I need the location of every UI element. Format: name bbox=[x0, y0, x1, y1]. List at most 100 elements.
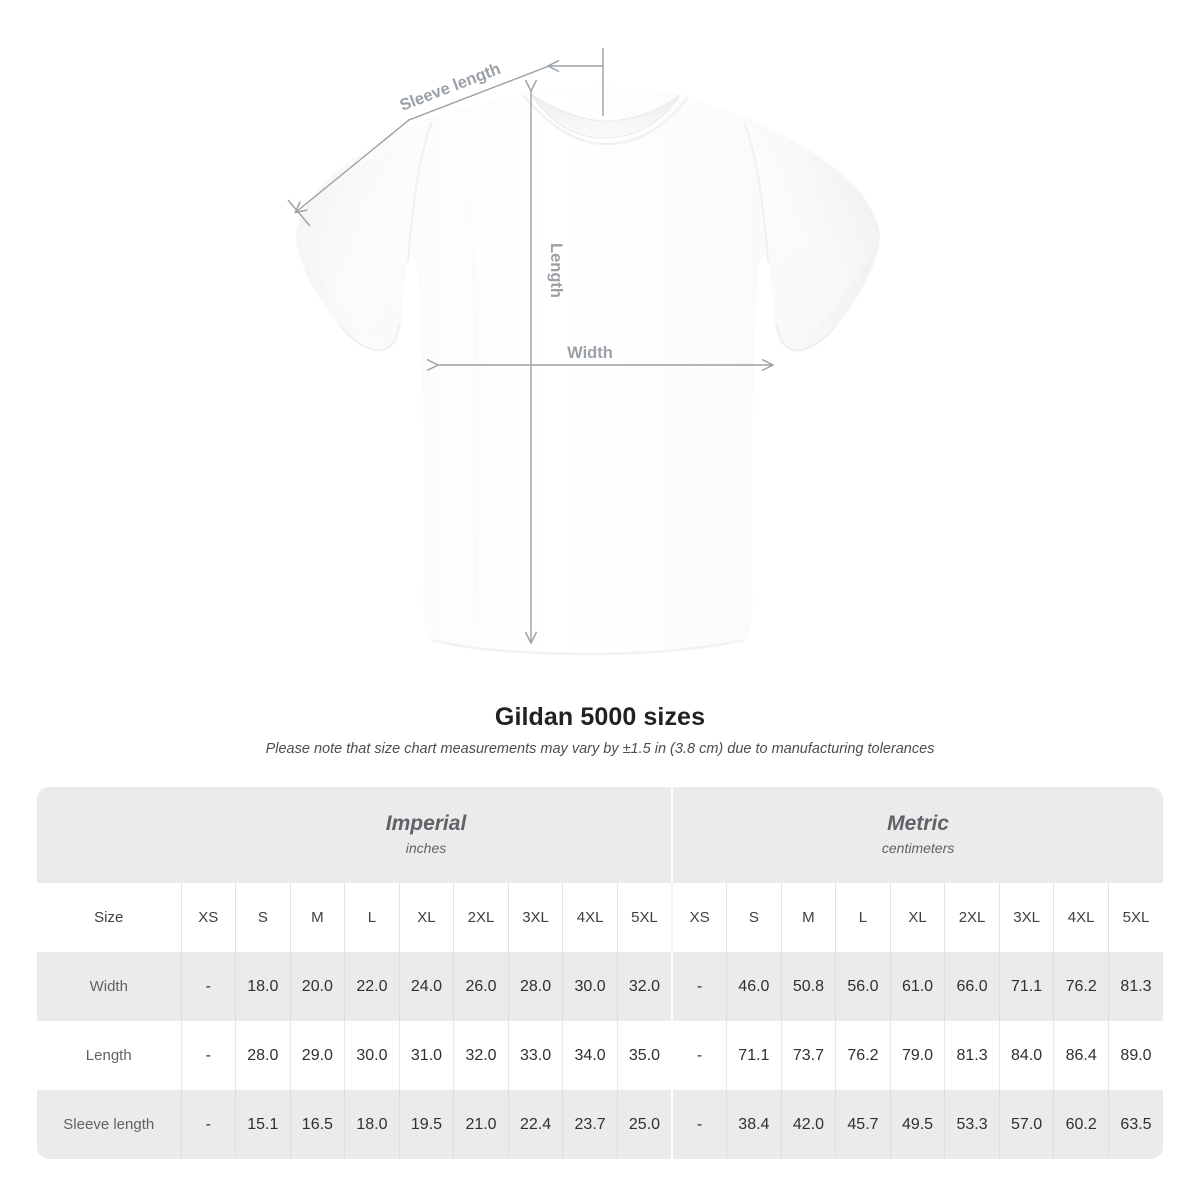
length-label: Length bbox=[547, 243, 565, 298]
cell-length-metric-xl: 79.0 bbox=[889, 1021, 945, 1090]
cell-sleeve-length-metric-2xl: 53.3 bbox=[944, 1090, 1000, 1159]
tshirt-shape bbox=[295, 87, 881, 656]
cell-length-imperial-xl: 31.0 bbox=[398, 1021, 454, 1090]
size-header-metric-xl: XL bbox=[889, 883, 945, 952]
row-label-length: Length bbox=[37, 1021, 181, 1090]
cell-width-metric-xl: 61.0 bbox=[889, 952, 945, 1021]
size-header-imperial-l: L bbox=[344, 883, 400, 952]
table-row: Length -28.0 29.0 30.0 31.0 32.0 33.0 34.0 35.0-… bbox=[37, 1021, 1164, 1090]
size-header-imperial-s: S bbox=[235, 883, 291, 952]
size-corner-label: Size bbox=[37, 883, 181, 952]
cell-width-metric-3xl: 71.1 bbox=[998, 952, 1054, 1021]
size-header-metric-3xl: 3XL bbox=[998, 883, 1054, 952]
sleeve-tick-left bbox=[287, 199, 311, 227]
size-header-metric-s: S bbox=[726, 883, 782, 952]
unit-sub-metric: centimeters bbox=[881, 839, 955, 856]
cell-width-metric-xs: - bbox=[671, 952, 727, 1021]
cell-sleeve-length-metric-l: 45.7 bbox=[835, 1090, 891, 1159]
row-label-width: Width bbox=[37, 952, 181, 1021]
cell-length-metric-5xl: 89.0 bbox=[1107, 1021, 1164, 1090]
size-header-imperial-4xl: 4XL bbox=[562, 883, 618, 952]
cell-sleeve-length-imperial-xl: 19.5 bbox=[398, 1090, 454, 1159]
cell-length-imperial-m: 29.0 bbox=[289, 1021, 345, 1090]
cell-sleeve-length-metric-s: 38.4 bbox=[726, 1090, 782, 1159]
size-header-metric-5xl: 5XL bbox=[1107, 883, 1164, 952]
cell-length-imperial-s: 28.0 bbox=[235, 1021, 291, 1090]
cell-sleeve-length-metric-xl: 49.5 bbox=[889, 1090, 945, 1159]
cell-length-metric-4xl: 86.4 bbox=[1053, 1021, 1109, 1090]
size-chart-table: Imperial inches Metric centimeters Size X… bbox=[37, 787, 1164, 1159]
size-header-imperial-m: M bbox=[289, 883, 345, 952]
unit-header-row: Imperial inches Metric centimeters bbox=[37, 787, 1164, 883]
size-header-metric-m: M bbox=[780, 883, 836, 952]
cell-width-imperial-xl: 24.0 bbox=[398, 952, 454, 1021]
cell-length-imperial-3xl: 33.0 bbox=[507, 1021, 563, 1090]
size-header-imperial-5xl: 5XL bbox=[616, 883, 673, 952]
size-header-metric-2xl: 2XL bbox=[944, 883, 1000, 952]
table-row: Sleeve length -15.1 16.5 18.0 19.5 21.0 22.4 23… bbox=[37, 1090, 1164, 1159]
tshirt-diagram-svg: Sleeve length Length Width bbox=[287, 48, 881, 656]
cell-length-metric-l: 76.2 bbox=[835, 1021, 891, 1090]
cell-sleeve-length-metric-5xl: 63.5 bbox=[1107, 1090, 1164, 1159]
cell-sleeve-length-imperial-m: 16.5 bbox=[289, 1090, 345, 1159]
table-row: Width -18.0 20.0 22.0 24.0 26.0 28.0 30.0 32.0-4… bbox=[37, 952, 1164, 1021]
cell-width-imperial-3xl: 28.0 bbox=[507, 952, 563, 1021]
tshirt-diagram: Sleeve length Length Width bbox=[287, 48, 881, 656]
cell-width-imperial-xs: - bbox=[180, 952, 236, 1021]
size-header-metric-l: L bbox=[835, 883, 891, 952]
tolerance-note: Please note that size chart measurements… bbox=[265, 741, 935, 757]
size-chart-table-container: Imperial inches Metric centimeters Size X… bbox=[37, 787, 1164, 1159]
size-header-imperial-xl: XL bbox=[398, 883, 454, 952]
size-header-metric-4xl: 4XL bbox=[1053, 883, 1109, 952]
cell-width-imperial-2xl: 26.0 bbox=[453, 952, 509, 1021]
cell-sleeve-length-metric-xs: - bbox=[671, 1090, 727, 1159]
row-label-sleeve-length: Sleeve length bbox=[37, 1090, 181, 1159]
measurement-guides bbox=[287, 48, 774, 644]
cell-length-metric-2xl: 81.3 bbox=[944, 1021, 1000, 1090]
cell-length-metric-m: 73.7 bbox=[780, 1021, 836, 1090]
cell-width-metric-2xl: 66.0 bbox=[944, 952, 1000, 1021]
cell-length-imperial-4xl: 34.0 bbox=[562, 1021, 618, 1090]
size-header-imperial-2xl: 2XL bbox=[453, 883, 509, 952]
cell-length-imperial-2xl: 32.0 bbox=[453, 1021, 509, 1090]
unit-name-metric: Metric bbox=[887, 812, 949, 836]
cell-width-imperial-s: 18.0 bbox=[235, 952, 291, 1021]
cell-sleeve-length-imperial-4xl: 23.7 bbox=[562, 1090, 618, 1159]
cell-sleeve-length-imperial-5xl: 25.0 bbox=[616, 1090, 673, 1159]
cell-width-metric-l: 56.0 bbox=[835, 952, 891, 1021]
size-header-row: Size XS S M L XL 2XL 3XL 4XL 5XL XS S M L XL 2XL 3XL 4XL 5… bbox=[37, 883, 1164, 952]
unit-corner-cell bbox=[37, 787, 181, 883]
cell-width-metric-s: 46.0 bbox=[726, 952, 782, 1021]
cell-length-metric-3xl: 84.0 bbox=[998, 1021, 1054, 1090]
size-header-imperial-xs: XS bbox=[180, 883, 236, 952]
cell-width-imperial-m: 20.0 bbox=[289, 952, 345, 1021]
unit-cell-metric: Metric centimeters bbox=[671, 787, 1164, 883]
cell-sleeve-length-imperial-l: 18.0 bbox=[344, 1090, 400, 1159]
cell-sleeve-length-imperial-xs: - bbox=[180, 1090, 236, 1159]
cell-width-imperial-5xl: 32.0 bbox=[616, 952, 673, 1021]
cell-width-metric-m: 50.8 bbox=[780, 952, 836, 1021]
cell-sleeve-length-metric-3xl: 57.0 bbox=[998, 1090, 1054, 1159]
cell-length-imperial-l: 30.0 bbox=[344, 1021, 400, 1090]
width-label: Width bbox=[567, 344, 613, 362]
size-header-metric-xs: XS bbox=[671, 883, 727, 952]
cell-length-imperial-5xl: 35.0 bbox=[616, 1021, 673, 1090]
sleeve-measure-line bbox=[294, 65, 550, 214]
cell-sleeve-length-imperial-3xl: 22.4 bbox=[507, 1090, 563, 1159]
size-header-imperial-3xl: 3XL bbox=[507, 883, 563, 952]
cell-length-imperial-xs: - bbox=[180, 1021, 236, 1090]
unit-name-imperial: Imperial bbox=[385, 812, 467, 836]
cell-sleeve-length-imperial-2xl: 21.0 bbox=[453, 1090, 509, 1159]
cell-width-imperial-4xl: 30.0 bbox=[562, 952, 618, 1021]
page-title: Gildan 5000 sizes bbox=[494, 703, 706, 731]
cell-length-metric-xs: - bbox=[671, 1021, 727, 1090]
unit-sub-imperial: inches bbox=[405, 839, 447, 856]
cell-sleeve-length-imperial-s: 15.1 bbox=[235, 1090, 291, 1159]
unit-cell-imperial: Imperial inches bbox=[181, 787, 673, 883]
cell-sleeve-length-metric-m: 42.0 bbox=[780, 1090, 836, 1159]
cell-width-metric-5xl: 81.3 bbox=[1107, 952, 1164, 1021]
cell-width-imperial-l: 22.0 bbox=[344, 952, 400, 1021]
cell-sleeve-length-metric-4xl: 60.2 bbox=[1053, 1090, 1109, 1159]
cell-width-metric-4xl: 76.2 bbox=[1053, 952, 1109, 1021]
cell-length-metric-s: 71.1 bbox=[726, 1021, 782, 1090]
